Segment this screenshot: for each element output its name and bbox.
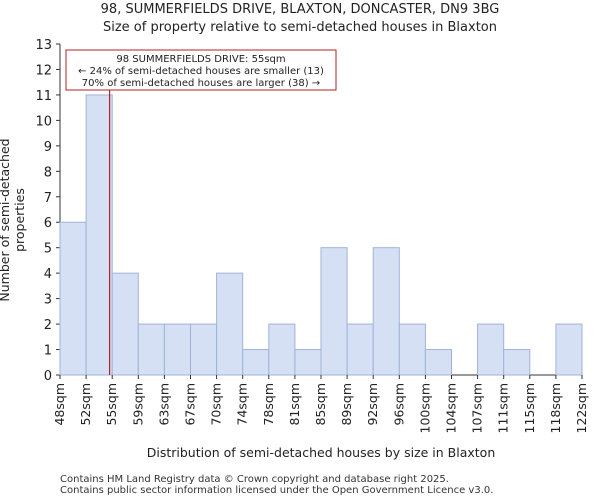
y-tick-label: 1 bbox=[44, 344, 52, 359]
histogram-bar bbox=[216, 272, 244, 376]
y-tick-label: 0 bbox=[44, 369, 52, 384]
y-axis-label: Number of semi-detached properties bbox=[0, 138, 27, 302]
y-tick-label: 9 bbox=[44, 140, 52, 155]
histogram-bar bbox=[294, 349, 322, 376]
y-tick-label: 6 bbox=[44, 216, 52, 231]
annotation-line-3: 70% of semi-detached houses are larger (… bbox=[82, 78, 320, 89]
x-tick-label: 111sqm bbox=[496, 383, 511, 433]
x-tick-label: 100sqm bbox=[417, 383, 432, 433]
histogram-bar bbox=[477, 323, 505, 376]
y-tick-label: 10 bbox=[35, 114, 52, 129]
y-tick-label: 2 bbox=[44, 318, 52, 333]
annotation-box bbox=[65, 49, 337, 91]
y-tick-label: 13 bbox=[35, 38, 52, 53]
x-tick-label: 78sqm bbox=[261, 383, 276, 426]
histogram-bar bbox=[137, 323, 165, 376]
histogram-bar bbox=[59, 221, 87, 376]
histogram-bar bbox=[372, 247, 400, 376]
histogram-bar bbox=[268, 323, 296, 376]
footer-licence: Contains public sector information licen… bbox=[60, 485, 494, 496]
y-tick-label: 5 bbox=[44, 242, 52, 257]
histogram-bar bbox=[424, 349, 452, 376]
chart-subtitle: Size of property relative to semi-detach… bbox=[102, 20, 497, 35]
x-tick-label: 55sqm bbox=[104, 383, 119, 426]
histogram-bar bbox=[320, 247, 348, 376]
x-tick-label: 81sqm bbox=[287, 383, 302, 426]
x-tick-label: 118sqm bbox=[548, 383, 563, 433]
histogram-bar bbox=[85, 94, 113, 376]
x-tick-label: 115sqm bbox=[522, 383, 537, 433]
x-tick-label: 96sqm bbox=[391, 383, 406, 426]
annotation-line-1: 98 SUMMERFIELDS DRIVE: 55sqm bbox=[116, 54, 285, 65]
x-axis-label: Distribution of semi-detached houses by … bbox=[146, 445, 496, 460]
y-tick-label: 3 bbox=[44, 293, 52, 308]
x-tick-label: 85sqm bbox=[313, 383, 328, 426]
footer-copyright: Contains HM Land Registry data © Crown c… bbox=[60, 474, 449, 485]
histogram-bar bbox=[503, 349, 531, 376]
x-tick-label: 48sqm bbox=[52, 383, 67, 426]
x-tick-label: 63sqm bbox=[156, 383, 171, 426]
x-tick-label: 67sqm bbox=[183, 383, 198, 426]
annotation-line-2: ← 24% of semi-detached houses are smalle… bbox=[78, 66, 324, 77]
y-tick-label: 7 bbox=[44, 191, 52, 206]
histogram-bar bbox=[242, 349, 270, 376]
x-tick-label: 59sqm bbox=[130, 383, 145, 426]
histogram-bar bbox=[555, 323, 583, 376]
x-tick-label: 104sqm bbox=[444, 383, 459, 433]
y-tick-label: 8 bbox=[44, 165, 52, 180]
histogram-bar bbox=[190, 323, 218, 376]
x-tick-label: 107sqm bbox=[470, 383, 485, 433]
y-tick-label: 12 bbox=[35, 63, 52, 78]
y-tick-label: 11 bbox=[35, 89, 52, 104]
histogram-bar bbox=[163, 323, 191, 376]
x-tick-label: 89sqm bbox=[339, 383, 354, 426]
histogram-bar bbox=[346, 323, 374, 376]
x-tick-label: 52sqm bbox=[78, 383, 93, 426]
x-tick-label: 122sqm bbox=[574, 383, 589, 433]
x-tick-label: 70sqm bbox=[209, 383, 224, 426]
histogram-bar bbox=[398, 323, 426, 376]
chart-title: 98, SUMMERFIELDS DRIVE, BLAXTON, DONCAST… bbox=[100, 2, 500, 17]
x-tick-label: 92sqm bbox=[365, 383, 380, 426]
histogram-bar bbox=[111, 272, 139, 376]
y-tick-label: 4 bbox=[44, 267, 52, 282]
x-tick-label: 74sqm bbox=[235, 383, 250, 426]
